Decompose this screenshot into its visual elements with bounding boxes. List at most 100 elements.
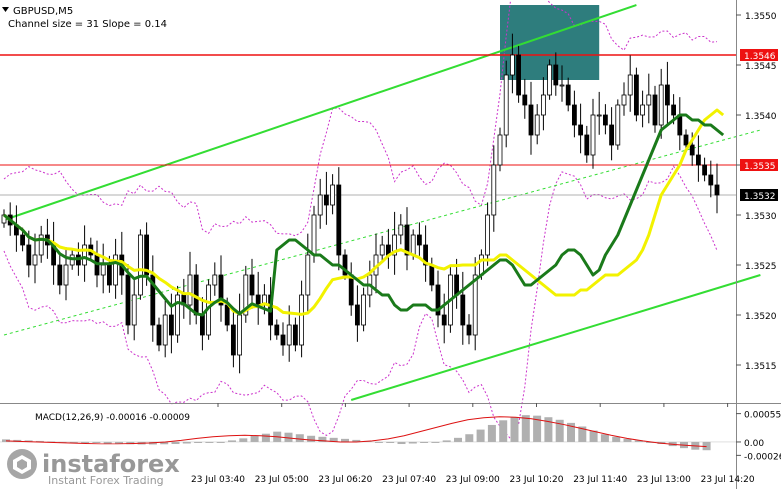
candle-body xyxy=(565,84,571,106)
candle xyxy=(578,103,583,154)
candle xyxy=(292,317,298,352)
price-tag-label: 1.3532 xyxy=(744,192,776,202)
candle xyxy=(565,77,571,112)
candle xyxy=(398,214,404,245)
candle xyxy=(609,107,614,161)
macd-histogram-bar xyxy=(702,441,711,451)
x-tick-label: 23 Jul 03:40 xyxy=(191,475,245,485)
candle xyxy=(336,167,342,271)
candle xyxy=(57,254,63,295)
candle-body xyxy=(435,284,441,316)
x-tick-label: 23 Jul 07:40 xyxy=(382,475,436,485)
candle-body xyxy=(441,314,447,326)
candle-body xyxy=(553,64,559,86)
candle xyxy=(435,270,441,328)
candle-body xyxy=(460,294,466,326)
price-tag-label: 1.3546 xyxy=(744,52,776,62)
main-price-panel xyxy=(0,0,761,442)
candle-body xyxy=(528,104,534,136)
candle-body xyxy=(187,274,193,306)
candle xyxy=(125,264,131,335)
candle-body xyxy=(131,294,137,326)
macd-histogram-bar xyxy=(250,435,259,442)
candle xyxy=(392,211,398,275)
candle-body xyxy=(404,224,410,256)
candle-body xyxy=(497,134,503,166)
price-tag xyxy=(740,159,778,171)
candle-body xyxy=(150,274,156,326)
candle xyxy=(274,319,280,340)
macd-histogram-bar xyxy=(521,415,530,442)
y-tick-label: 1.3525 xyxy=(745,262,777,272)
candle-body xyxy=(361,294,367,326)
candle-body xyxy=(100,264,106,276)
candle xyxy=(472,257,478,351)
candle xyxy=(243,265,249,323)
candle xyxy=(423,225,429,282)
macd-histogram-bar xyxy=(261,433,270,442)
candle xyxy=(708,160,714,198)
candle xyxy=(584,125,590,163)
candle xyxy=(230,310,236,368)
candle-body xyxy=(348,274,354,306)
candle-body xyxy=(57,264,63,286)
candle xyxy=(466,314,472,345)
candle-body xyxy=(237,314,243,356)
macd-histogram-bar xyxy=(171,441,180,445)
candle xyxy=(509,33,515,94)
candle-body xyxy=(671,104,676,116)
macd-histogram-bar xyxy=(205,441,214,443)
macd-histogram-bar xyxy=(397,441,406,445)
candle xyxy=(590,98,596,169)
candle xyxy=(534,104,540,145)
macd-histogram-bar xyxy=(284,432,293,442)
macd-signal-line xyxy=(5,416,707,448)
macd-histogram-bar xyxy=(646,441,655,443)
candle-body xyxy=(20,234,26,246)
y-tick-label: 1.3530 xyxy=(745,212,777,222)
candle-body xyxy=(503,74,509,136)
candle xyxy=(168,293,174,354)
macd-histogram-bar xyxy=(81,441,90,443)
candle-body xyxy=(429,264,435,286)
candle xyxy=(323,171,329,225)
macd-histogram-bar xyxy=(476,429,485,442)
candle xyxy=(572,90,577,138)
ma-fast-line xyxy=(3,113,725,317)
candle-body xyxy=(683,134,689,146)
candle-body xyxy=(714,184,720,196)
candle xyxy=(299,280,305,358)
candle-body xyxy=(472,274,478,336)
candle-body xyxy=(615,104,621,146)
candle xyxy=(553,52,559,96)
macd-histogram-bar xyxy=(329,437,338,442)
candle-body xyxy=(299,294,305,346)
candle-body xyxy=(516,54,521,96)
candle-body xyxy=(162,314,168,346)
macd-histogram-bar xyxy=(295,434,304,442)
candle-body xyxy=(218,274,224,306)
candle-body xyxy=(572,104,577,126)
candle-body xyxy=(547,64,552,96)
macd-histogram-bar xyxy=(239,438,248,442)
macd-histogram-bar xyxy=(318,436,327,442)
candle xyxy=(503,60,509,148)
candle-body xyxy=(286,324,292,346)
candle xyxy=(596,91,602,135)
candle xyxy=(280,322,286,356)
macd-histogram-bar xyxy=(408,441,417,444)
candle xyxy=(646,73,652,124)
macd-histogram-bar xyxy=(465,434,474,442)
macd-histogram-bar xyxy=(216,441,225,443)
macd-histogram-bar xyxy=(182,441,191,444)
macd-histogram-bar xyxy=(352,439,361,442)
candle-body xyxy=(63,264,69,286)
macd-histogram-bar xyxy=(510,417,519,442)
macd-histogram-bar xyxy=(420,441,429,443)
candle-body xyxy=(342,254,348,276)
price-tag-label: 1.3535 xyxy=(744,162,776,172)
dropdown-arrow-icon[interactable] xyxy=(2,7,9,12)
macd-histogram-bar xyxy=(442,440,451,442)
symbol-label: GBPUSD,M5 xyxy=(13,6,73,17)
